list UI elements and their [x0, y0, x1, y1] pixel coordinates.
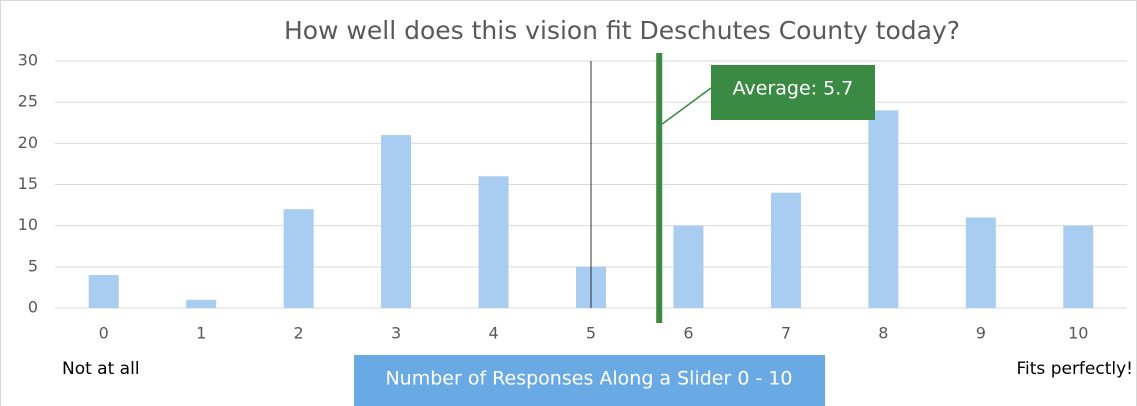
x-tick-label: 5	[586, 324, 596, 343]
bar	[283, 209, 314, 308]
bar	[88, 275, 119, 308]
x-tick-label: 0	[99, 324, 109, 343]
x-tick-label: 7	[781, 324, 791, 343]
y-tick-label: 15	[18, 174, 38, 193]
bar	[868, 110, 899, 309]
bar	[673, 225, 704, 308]
x-tick-label: 9	[976, 324, 986, 343]
right-note: Fits perfectly!	[1017, 359, 1134, 379]
chart-title: How well does this vision fit Deschutes …	[284, 16, 960, 45]
bar	[965, 217, 996, 308]
bar	[1063, 225, 1094, 308]
y-tick-label: 5	[28, 256, 38, 275]
y-tick-label: 10	[18, 215, 38, 234]
y-tick-label: 20	[18, 133, 38, 152]
left-note: Not at all	[62, 359, 140, 379]
bar	[186, 299, 217, 308]
bar	[478, 176, 509, 308]
average-connector	[661, 87, 712, 125]
bar	[381, 135, 412, 308]
x-tick-label: 2	[294, 324, 304, 343]
x-tick-label: 4	[488, 324, 498, 343]
average-label: Average: 5.7	[733, 78, 854, 100]
x-label-box	[354, 355, 825, 406]
x-tick-label: 10	[1068, 324, 1088, 343]
y-tick-label: 30	[18, 51, 38, 70]
x-tick-label: 8	[878, 324, 888, 343]
x-tick-label: 3	[391, 324, 401, 343]
y-tick-label: 25	[18, 92, 38, 111]
x-axis-label: Number of Responses Along a Slider 0 - 1…	[385, 368, 792, 390]
x-tick-label: 6	[683, 324, 693, 343]
bar	[770, 192, 801, 308]
y-tick-label: 0	[28, 298, 38, 317]
x-tick-label: 1	[196, 324, 206, 343]
average-box	[711, 65, 875, 120]
